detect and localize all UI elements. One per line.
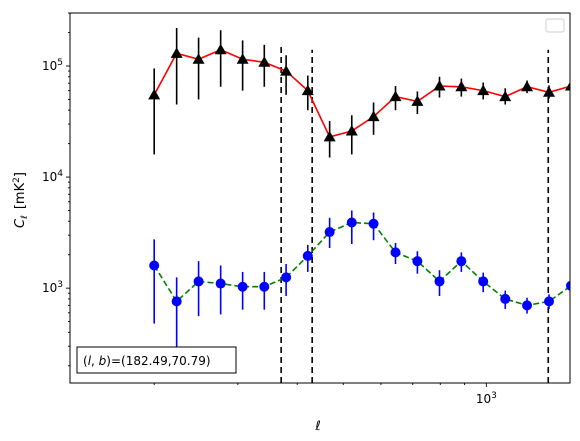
vertical-dashed-lines bbox=[280, 43, 550, 383]
x-tick-label: 103 bbox=[476, 391, 497, 406]
data-point bbox=[324, 227, 335, 238]
y-tick-label: 104 bbox=[42, 169, 63, 184]
data-point bbox=[171, 296, 182, 307]
data-point bbox=[192, 53, 205, 64]
data-point bbox=[434, 276, 445, 287]
coordinate-annotation: (l, b)=(182.49,70.79) bbox=[76, 346, 237, 374]
data-point bbox=[411, 95, 424, 106]
data-point bbox=[367, 110, 380, 122]
data-point bbox=[477, 84, 490, 96]
y-axis-label: Cℓ[mK2] bbox=[12, 172, 30, 228]
data-point bbox=[148, 88, 161, 100]
series-1 bbox=[148, 27, 570, 158]
data-point bbox=[258, 56, 271, 67]
data-point bbox=[323, 130, 336, 142]
data-point bbox=[346, 217, 357, 228]
data-point bbox=[237, 281, 248, 292]
data-point bbox=[433, 80, 446, 91]
data-point bbox=[302, 250, 313, 261]
annotation-box bbox=[76, 346, 237, 374]
data-point bbox=[544, 296, 555, 307]
y-tick-label: 105 bbox=[42, 58, 63, 73]
data-point bbox=[543, 86, 556, 97]
annotation-text: (l, b)=(182.49,70.79) bbox=[83, 354, 211, 368]
data-point bbox=[368, 218, 379, 229]
data-point bbox=[389, 90, 402, 102]
x-axis-label: ℓ bbox=[314, 419, 320, 434]
data-point bbox=[499, 90, 512, 102]
data-point bbox=[521, 80, 534, 92]
data-point bbox=[149, 260, 160, 271]
data-point bbox=[301, 84, 314, 96]
data-point bbox=[522, 300, 533, 311]
series-2 bbox=[149, 210, 570, 352]
data-point bbox=[193, 276, 204, 287]
data-point bbox=[280, 65, 293, 76]
data-point bbox=[565, 280, 570, 291]
data-point bbox=[564, 81, 570, 91]
data-point bbox=[236, 53, 249, 64]
data-point bbox=[500, 293, 511, 304]
data-point bbox=[215, 278, 226, 289]
data-point bbox=[390, 247, 401, 258]
data-point bbox=[345, 124, 358, 136]
data-point bbox=[478, 276, 489, 287]
plot-frame bbox=[69, 12, 571, 384]
legend-box bbox=[545, 18, 565, 33]
data-point bbox=[456, 256, 467, 267]
series-layer bbox=[148, 27, 570, 352]
data-point bbox=[214, 43, 227, 55]
data-point bbox=[281, 272, 292, 283]
y-tick-label: 103 bbox=[42, 280, 63, 295]
data-point bbox=[259, 281, 270, 292]
data-point bbox=[455, 80, 468, 92]
axis-ticks: 103 104 105 103 bbox=[42, 12, 497, 406]
data-point bbox=[170, 47, 183, 58]
data-point bbox=[412, 256, 423, 267]
